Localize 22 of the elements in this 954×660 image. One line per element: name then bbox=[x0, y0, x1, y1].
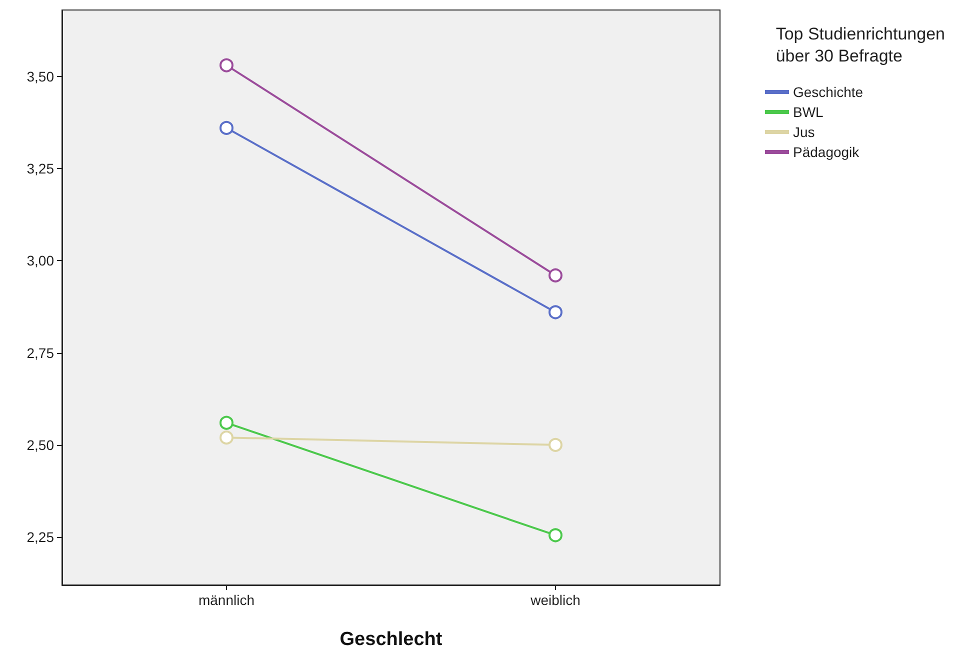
y-tick-label: 2,50 bbox=[26, 436, 54, 453]
point bbox=[548, 528, 562, 542]
point bbox=[548, 268, 562, 282]
y-tick-label: 2,25 bbox=[26, 529, 54, 546]
x-tick-label: männlich bbox=[198, 592, 255, 608]
legend-label: Geschichte bbox=[793, 84, 864, 100]
x-axis-title: Geschlecht bbox=[340, 629, 443, 650]
x-tick-label: weiblich bbox=[530, 592, 580, 608]
legend-label: Pädagogik bbox=[793, 144, 860, 160]
y-tick-label: 3,50 bbox=[26, 68, 54, 84]
legend-title: Top Studienrichtungen über 30 Befragte bbox=[776, 24, 946, 66]
point bbox=[220, 416, 234, 430]
legend-label: BWL bbox=[793, 104, 824, 120]
point bbox=[220, 430, 234, 445]
y-tick-label: 3,25 bbox=[26, 160, 54, 176]
legend-label: Jus bbox=[793, 124, 815, 140]
y-tick-label: 3,00 bbox=[26, 252, 54, 269]
point bbox=[220, 58, 234, 72]
point bbox=[220, 120, 234, 135]
point bbox=[548, 438, 562, 452]
point bbox=[548, 305, 562, 320]
y-tick-label: 2,75 bbox=[26, 344, 54, 361]
